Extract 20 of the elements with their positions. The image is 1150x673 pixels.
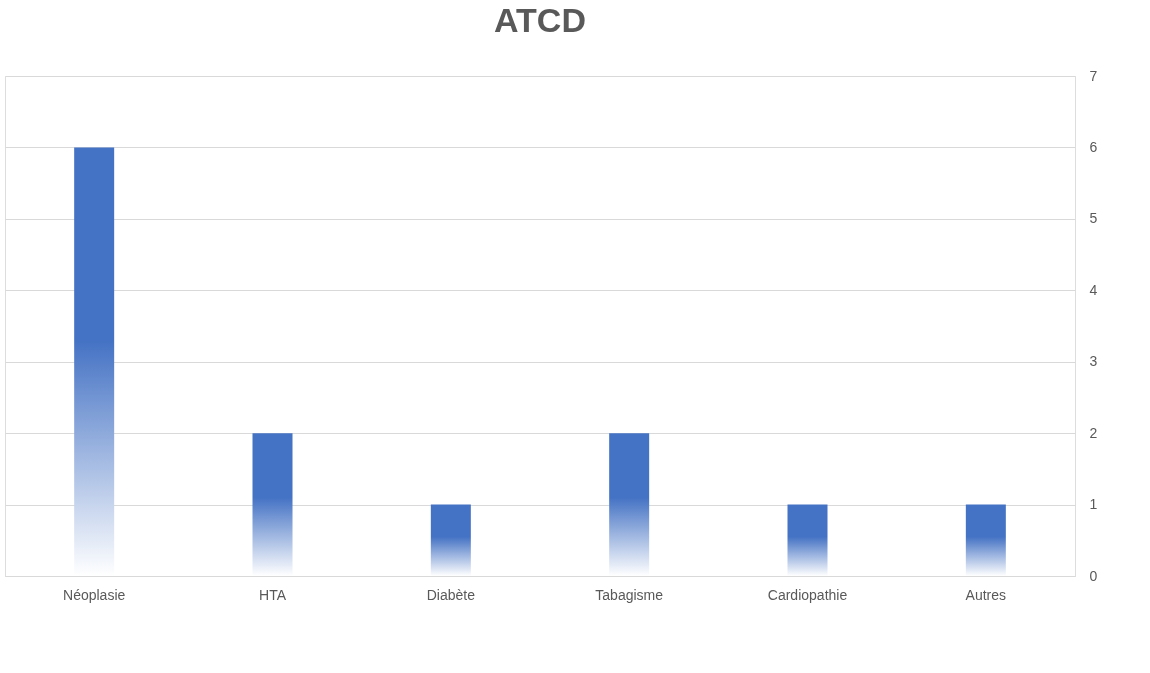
y-tick-label: 2 [1089, 424, 1098, 441]
chart-title: ATCD [494, 1, 586, 39]
x-tick-label: Néoplasie [63, 586, 126, 603]
y-tick-label: 1 [1089, 496, 1098, 513]
bar [965, 504, 1006, 576]
y-tick-label: 4 [1089, 281, 1098, 298]
bar [430, 504, 471, 576]
y-tick-label: 7 [1089, 67, 1098, 84]
x-tick-label: Diabète [426, 586, 476, 603]
x-tick-label: HTA [259, 586, 287, 603]
y-tick-label: 0 [1089, 567, 1098, 584]
x-tick-label: Autres [965, 586, 1007, 603]
x-tick-label: Tabagisme [595, 586, 664, 603]
bar [252, 433, 293, 576]
bar [609, 433, 650, 576]
y-tick-label: 3 [1089, 353, 1098, 370]
y-tick-label: 6 [1089, 138, 1098, 155]
y-tick-label: 5 [1089, 210, 1098, 227]
x-tick-label: Cardiopathie [767, 586, 848, 603]
bar [787, 504, 828, 576]
